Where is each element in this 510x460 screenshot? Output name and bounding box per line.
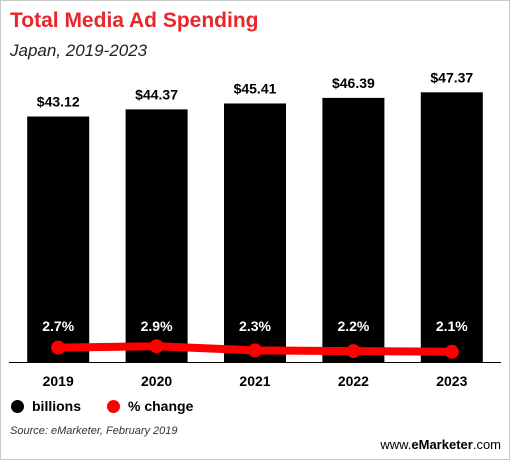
x-tick-label-2021: 2021 (239, 373, 270, 389)
x-tick-label-2019: 2019 (43, 373, 74, 389)
bar-value-label-2020: $44.37 (135, 86, 178, 102)
x-tick-label-2022: 2022 (338, 373, 369, 389)
percent-change-point-2021 (248, 343, 262, 358)
percent-change-label-2020: 2.9% (141, 318, 173, 334)
chart-title: Total Media Ad Spending (10, 9, 259, 32)
percent-change-point-2020 (149, 339, 164, 354)
bar-value-label-2022: $46.39 (332, 75, 375, 91)
bar-2020 (125, 109, 188, 362)
x-tick-label-2020: 2020 (141, 373, 172, 389)
bar-line-plot: $43.12 $44.37 $45.41 $46.39 $47.37 2019 2020 20… (9, 69, 501, 389)
percent-change-label-2022: 2.2% (337, 318, 369, 334)
bar-2021 (224, 103, 286, 363)
legend-label-billions: billions (32, 398, 81, 414)
percent-change-point-2022 (346, 344, 361, 359)
legend-item-percent-change: % change (107, 398, 193, 414)
chart-legend: billions % change (11, 397, 219, 415)
bar-2019 (27, 116, 90, 362)
percent-change-label-2021: 2.3% (239, 318, 271, 334)
x-tick-label-2023: 2023 (436, 373, 467, 389)
brand-prefix: www. (380, 437, 412, 452)
percent-change-point-2023 (444, 344, 459, 359)
source-note: Source: eMarketer, February 2019 (10, 425, 178, 437)
bar-2023 (420, 92, 483, 363)
bar-2022 (322, 97, 385, 363)
legend-swatch-billions (11, 399, 24, 413)
bar-value-label-2019: $43.12 (37, 94, 80, 110)
legend-item-billions: billions (11, 398, 81, 414)
bar-value-label-2021: $45.41 (234, 80, 277, 96)
legend-label-percent-change: % change (128, 398, 194, 414)
brand-url: www.eMarketer.com (380, 437, 501, 452)
brand-suffix: .com (472, 437, 501, 452)
percent-change-point-2019 (51, 340, 66, 355)
percent-change-label-2019: 2.7% (42, 318, 74, 334)
chart-subtitle: Japan, 2019-2023 (10, 41, 148, 60)
legend-swatch-percent-change (107, 399, 120, 413)
percent-change-label-2023: 2.1% (436, 318, 468, 334)
bar-value-label-2023: $47.37 (430, 69, 473, 85)
brand-name: eMarketer (411, 437, 473, 452)
